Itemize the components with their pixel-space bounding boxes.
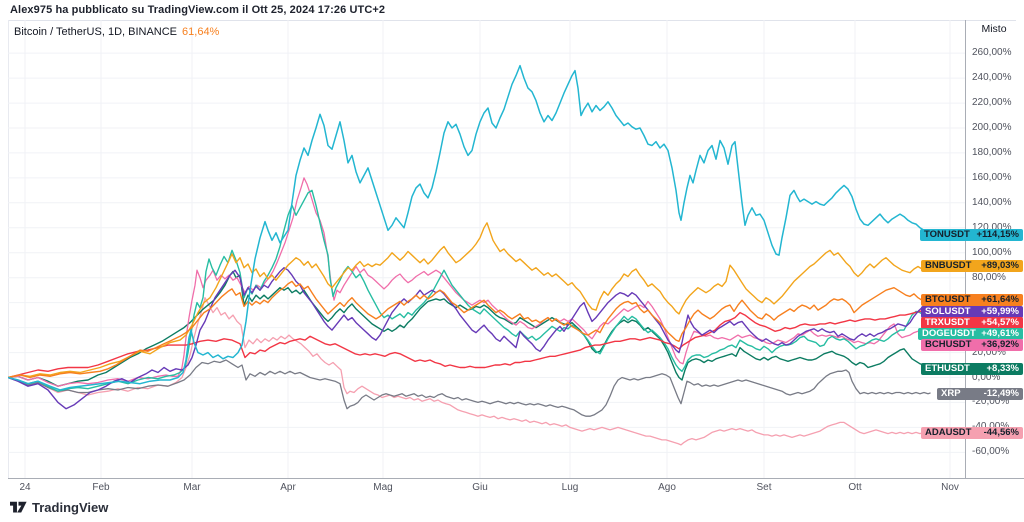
scale-mode-label: Misto xyxy=(981,23,1007,35)
price-label-value: +61,64% xyxy=(981,294,1019,305)
attribution-text: Alex975 ha pubblicato su TradingView.com… xyxy=(10,4,386,16)
price-label-value: -12,49% xyxy=(983,388,1019,399)
symbol-title: Bitcoin / TetherUS, 1D, BINANCE xyxy=(14,26,178,38)
tradingview-logo-text: TradingView xyxy=(32,500,109,515)
price-label-ADAUSDT: ADAUSDT -44,56% xyxy=(921,427,1023,439)
price-label-BTCUSDT: BTCUSDT +61,64% xyxy=(921,294,1023,306)
series-BTCUSDT xyxy=(8,280,931,379)
price-label-value: +49,61% xyxy=(981,328,1019,339)
y-axis-label: -20,00% xyxy=(972,396,1010,407)
y-axis-label: 160,00% xyxy=(972,172,1012,183)
series-ETHUSDT xyxy=(8,270,931,387)
price-label-BNBUSDT: BNBUSDT +89,03% xyxy=(921,260,1023,272)
price-label-TONUSDT: TONUSDT +114,15% xyxy=(920,229,1023,241)
panel-left-border xyxy=(8,20,9,478)
price-label-TRXUSDT: TRXUSDT +54,57% xyxy=(921,317,1023,329)
panel-top-border xyxy=(8,20,1016,21)
price-label-ticker: SOLUSDT xyxy=(925,306,971,317)
x-axis-label-Ago: Ago xyxy=(658,482,676,493)
price-label-value: +59,99% xyxy=(981,306,1019,317)
y-axis-label: 80,00% xyxy=(972,272,1006,283)
series-TRXUSDT xyxy=(8,308,931,379)
x-axis-label-Mar: Mar xyxy=(183,482,201,493)
price-label-value: +54,57% xyxy=(981,317,1019,328)
x-axis-label-Ott: Ott xyxy=(848,482,862,493)
x-axis-label-Feb: Feb xyxy=(92,482,110,493)
price-label-ticker: TONUSDT xyxy=(924,229,970,240)
y-axis-separator xyxy=(965,20,966,479)
y-axis-label: 100,00% xyxy=(972,247,1012,258)
y-axis-label: 120,00% xyxy=(972,222,1012,233)
y-axis-label: 140,00% xyxy=(972,197,1012,208)
chart-canvas[interactable] xyxy=(8,20,965,478)
series-BCHUSDT xyxy=(8,177,931,387)
x-axis-label-Giu: Giu xyxy=(472,482,488,493)
price-label-value: +114,15% xyxy=(976,229,1019,240)
price-label-SOLUSDT: SOLUSDT +59,99% xyxy=(921,306,1023,318)
series-XRP xyxy=(8,359,931,417)
y-axis-label: 0,00% xyxy=(972,372,1001,383)
price-label-ETHUSDT: ETHUSDT +8,33% xyxy=(921,363,1023,375)
price-label-ticker: XRP xyxy=(941,388,961,399)
price-label-BCHUSDT: BCHUSDT +36,92% xyxy=(921,339,1023,351)
price-label-value: +89,03% xyxy=(981,260,1019,271)
x-axis-label-Apr: Apr xyxy=(280,482,296,493)
price-label-ticker: BCHUSDT xyxy=(925,339,972,350)
x-axis-label-Mag: Mag xyxy=(373,482,393,493)
y-axis-label: 200,00% xyxy=(972,122,1012,133)
price-label-ticker: ETHUSDT xyxy=(925,363,970,374)
price-label-ticker: BNBUSDT xyxy=(925,260,972,271)
series-DOGEUSDT xyxy=(8,189,931,392)
price-label-value: +36,92% xyxy=(981,339,1019,350)
series-SOLUSDT xyxy=(8,266,931,410)
series-BNBUSDT xyxy=(8,222,931,379)
symbol-change-value: 61,64% xyxy=(182,26,220,38)
x-axis-label-24: 24 xyxy=(19,482,31,493)
y-axis-label: -60,00% xyxy=(972,446,1010,457)
series-ADAUSDT xyxy=(8,297,931,446)
tradingview-logo-icon xyxy=(10,501,27,513)
price-label-ticker: BTCUSDT xyxy=(925,294,971,305)
x-axis-label-Lug: Lug xyxy=(561,482,579,493)
x-axis-separator xyxy=(8,478,1024,479)
price-label-value: -44,56% xyxy=(983,427,1019,438)
y-axis-label: -40,00% xyxy=(972,421,1009,432)
price-label-XRP: XRP -12,49% xyxy=(937,388,1023,400)
price-label-DOGEUSDT: DOGEUSDT +49,61% xyxy=(918,328,1023,340)
tradingview-logo[interactable]: TradingView xyxy=(10,500,108,515)
series-TONUSDT xyxy=(8,64,931,391)
price-label-value: +8,33% xyxy=(986,363,1020,374)
y-axis-label: 240,00% xyxy=(972,72,1012,83)
symbol-header: Bitcoin / TetherUS, 1D, BINANCE 61,64% xyxy=(14,26,219,38)
y-axis-label: 220,00% xyxy=(972,97,1012,108)
x-axis-label-Set: Set xyxy=(756,482,772,493)
y-axis-label: 20,00% xyxy=(972,347,1006,358)
x-axis-label-Nov: Nov xyxy=(941,482,959,493)
y-axis-label: 260,00% xyxy=(972,47,1012,58)
price-label-ticker: DOGEUSDT xyxy=(922,328,976,339)
y-axis-label: 180,00% xyxy=(972,147,1012,158)
price-label-ticker: TRXUSDT xyxy=(925,317,970,328)
price-label-ticker: ADAUSDT xyxy=(925,427,972,438)
